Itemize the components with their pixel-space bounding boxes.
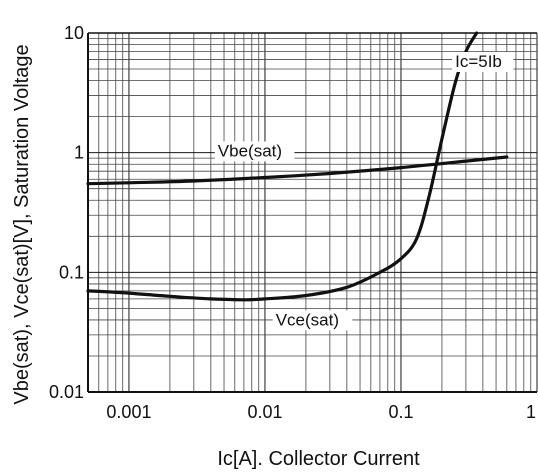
- tick-labels: 0.001 0.01 0.1 1 0.01 0.1 1 10: [49, 23, 536, 422]
- x-tick-label: 1: [526, 402, 536, 422]
- plot-grid: [87, 32, 538, 393]
- vce-sat-curve: [86, 31, 479, 302]
- annotation-background: [214, 141, 295, 162]
- y-axis-title: Vbe(sat), Vce(sat)[V], Saturation Voltag…: [11, 44, 33, 404]
- y-tick-label: 10: [64, 23, 84, 43]
- annotation-label: Vbe(sat): [218, 141, 282, 160]
- data-curves: [86, 31, 509, 302]
- annotation-background: [272, 310, 353, 331]
- y-tick-label: 1: [74, 143, 84, 163]
- annotation-label: Vce(sat): [276, 310, 339, 329]
- x-axis-title: Ic[A]. Collector Current: [217, 448, 420, 470]
- annotation-label: Ic=5Ib: [455, 52, 502, 71]
- y-tick-label: 0.1: [59, 262, 84, 282]
- x-tick-label: 0.01: [247, 402, 282, 422]
- y-tick-label: 0.01: [49, 382, 84, 402]
- x-tick-label: 0.1: [388, 402, 413, 422]
- annotations: Ic=5Ib Vbe(sat) Vce(sat): [214, 51, 514, 331]
- annotation-background: [452, 51, 514, 72]
- x-tick-label: 0.001: [106, 402, 151, 422]
- vbe-sat-curve: [86, 155, 509, 186]
